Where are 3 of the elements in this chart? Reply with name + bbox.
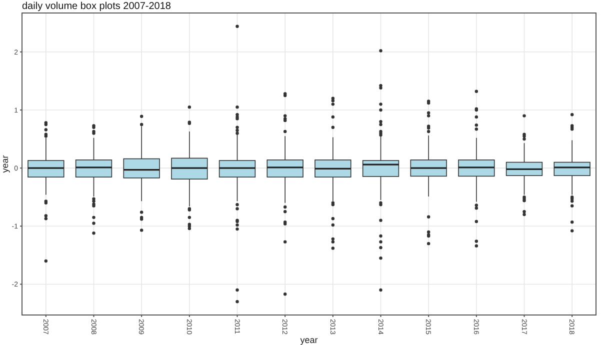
- y-axis-title: year: [0, 155, 10, 173]
- chart-title: daily volume box plots 2007-2018: [22, 1, 172, 12]
- x-axis-title: year: [300, 335, 318, 345]
